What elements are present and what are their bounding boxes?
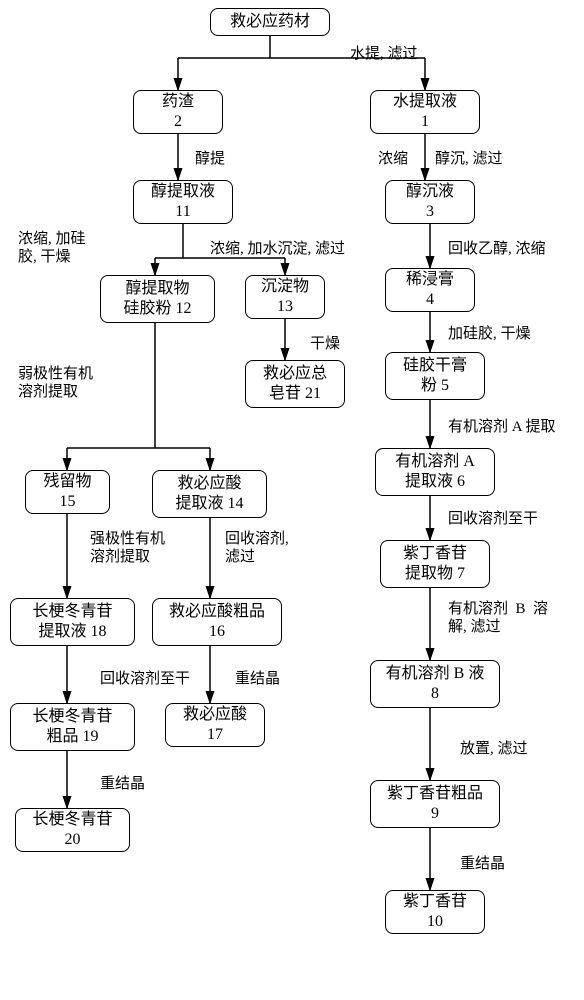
node-text: 粉 5 xyxy=(421,376,449,396)
edge-label-l_place: 放置, 滤过 xyxy=(460,740,528,758)
edge-label-l_rec4: 回收溶剂至干 xyxy=(100,670,190,688)
node-n6: 有机溶剂 A提取液 6 xyxy=(375,448,495,496)
edge-label-l_water: 水提, 滤过 xyxy=(350,45,418,63)
node-text: 长梗冬青苷 xyxy=(32,602,112,622)
node-text: 药渣 xyxy=(162,92,194,112)
node-top: 救必应药材 xyxy=(210,8,330,36)
node-text: 16 xyxy=(209,622,225,642)
node-text: 13 xyxy=(277,297,293,317)
node-text: 紫丁香苷粗品 xyxy=(387,784,483,804)
edge-label-l_dry: 干燥 xyxy=(310,335,340,353)
node-text: 提取液 18 xyxy=(38,622,106,642)
node-n1: 水提取液1 xyxy=(370,90,480,134)
node-text: 11 xyxy=(175,202,190,222)
node-text: 紫丁香苷 xyxy=(403,892,467,912)
node-text: 救必应酸 xyxy=(177,474,241,494)
node-n12: 醇提取物硅胶粉 12 xyxy=(100,275,215,323)
node-text: 有机溶剂 A xyxy=(395,452,475,472)
edge-label-l_rec3: 回收溶剂, 滤过 xyxy=(225,530,289,566)
node-text: 硅胶粉 12 xyxy=(123,299,191,319)
node-text: 皂苷 21 xyxy=(269,384,321,404)
node-n14: 救必应酸提取液 14 xyxy=(152,470,267,518)
node-n5: 硅胶干膏粉 5 xyxy=(385,352,485,400)
node-n16: 救必应酸粗品16 xyxy=(152,598,282,646)
edge-label-l_silica1: 加硅胶, 干燥 xyxy=(448,325,531,343)
node-n19: 长梗冬青苷粗品 19 xyxy=(10,703,135,751)
edge-label-l_solvA: 有机溶剂 A 提取 xyxy=(448,418,556,436)
node-text: 9 xyxy=(431,804,439,824)
node-n7: 紫丁香苷提取物 7 xyxy=(380,540,490,588)
edge-label-l_solvB: 有机溶剂 B 溶 解, 滤过 xyxy=(448,600,548,636)
edge-label-l_conc_si: 浓缩, 加硅 胶, 干燥 xyxy=(18,230,86,266)
node-text: 醇提取物 xyxy=(125,279,189,299)
node-text: 水提取液 xyxy=(393,92,457,112)
node-n4: 稀浸膏4 xyxy=(385,268,475,312)
node-text: 硅胶干膏 xyxy=(403,356,467,376)
node-text: 4 xyxy=(426,290,434,310)
node-text: 20 xyxy=(65,830,81,850)
edge-label-l_rec_et: 回收乙醇, 浓缩 xyxy=(448,240,546,258)
node-n11: 醇提取液11 xyxy=(133,180,233,224)
node-text: 10 xyxy=(427,912,443,932)
node-text: 1 xyxy=(421,112,429,132)
node-text: 提取液 14 xyxy=(175,494,243,514)
node-text: 8 xyxy=(431,684,439,704)
node-text: 2 xyxy=(174,112,182,132)
node-text: 救必应酸粗品 xyxy=(169,602,265,622)
edge-label-l_rec2: 回收溶剂至干 xyxy=(448,510,538,528)
node-text: 稀浸膏 xyxy=(406,270,454,290)
node-text: 救必应总 xyxy=(263,364,327,384)
node-n17: 救必应酸17 xyxy=(165,703,265,747)
node-n10: 紫丁香苷10 xyxy=(385,890,485,934)
node-text: 长梗冬青苷 xyxy=(32,707,112,727)
node-text: 残留物 xyxy=(43,472,91,492)
edge-label-l_strong: 强极性有机 溶剂提取 xyxy=(90,530,165,566)
node-text: 醇提取液 xyxy=(151,182,215,202)
node-n2: 药渣2 xyxy=(133,90,223,134)
node-text: 提取物 7 xyxy=(405,564,465,584)
node-text: 15 xyxy=(60,492,76,512)
edge-label-l_conc_wp: 浓缩, 加水沉淀, 滤过 xyxy=(210,240,345,258)
node-text: 沉淀物 xyxy=(261,277,309,297)
edge-label-l_alc: 醇提 xyxy=(195,150,225,168)
node-text: 救必应酸 xyxy=(183,705,247,725)
node-text: 有机溶剂 B 液 xyxy=(386,664,485,684)
node-n8: 有机溶剂 B 液8 xyxy=(370,660,500,708)
node-text: 粗品 19 xyxy=(46,727,98,747)
node-text: 提取液 6 xyxy=(405,472,465,492)
edge-label-l_weak: 弱极性有机 溶剂提取 xyxy=(18,365,93,401)
node-text: 长梗冬青苷 xyxy=(32,810,112,830)
node-text: 救必应药材 xyxy=(230,12,310,32)
edge-label-l_alcppt: 醇沉, 滤过 xyxy=(435,150,503,168)
node-text: 醇沉液 xyxy=(406,182,454,202)
node-n18: 长梗冬青苷提取液 18 xyxy=(10,598,135,646)
node-n21: 救必应总皂苷 21 xyxy=(245,360,345,408)
node-text: 17 xyxy=(207,725,223,745)
edge-label-l_recr2: 重结晶 xyxy=(235,670,280,688)
edge-label-l_conc1: 浓缩 xyxy=(378,150,408,168)
node-text: 紫丁香苷 xyxy=(403,544,467,564)
node-n9: 紫丁香苷粗品9 xyxy=(370,780,500,828)
edge-label-l_recr1: 重结晶 xyxy=(460,855,505,873)
node-n13: 沉淀物13 xyxy=(245,275,325,319)
edge-label-l_recr3: 重结晶 xyxy=(100,775,145,793)
node-text: 3 xyxy=(426,202,434,222)
node-n20: 长梗冬青苷20 xyxy=(15,808,130,852)
node-n3: 醇沉液3 xyxy=(385,180,475,224)
node-n15: 残留物15 xyxy=(25,470,110,514)
